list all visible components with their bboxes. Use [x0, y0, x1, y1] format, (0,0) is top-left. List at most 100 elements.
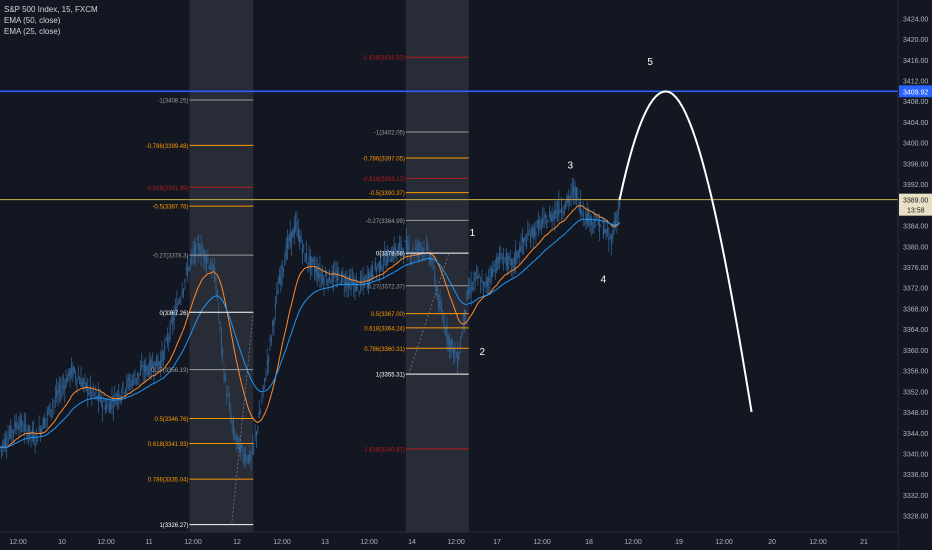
candle-body — [176, 303, 178, 315]
shaded-range-1 — [189, 0, 254, 532]
candle-body — [558, 201, 560, 216]
candle-body — [528, 234, 530, 236]
x-tick-label-15: 19 — [675, 539, 683, 546]
candle-body — [130, 379, 132, 383]
candle-body — [556, 211, 559, 213]
y-tick-label-3380: 3380.00 — [903, 244, 928, 251]
candle-body — [490, 268, 492, 277]
candle-body — [390, 258, 393, 262]
candle-body — [172, 318, 174, 325]
candle-body — [594, 225, 596, 227]
candle-body — [425, 245, 428, 249]
candle-body — [446, 325, 448, 338]
candle-body — [504, 257, 506, 259]
candle-body — [29, 425, 31, 437]
chart-legend: S&P 500 Index, 15, FXCM EMA (50, close) … — [4, 4, 98, 37]
candle-body — [27, 433, 29, 436]
candle-body — [277, 289, 279, 294]
candle-body — [489, 276, 491, 283]
candle-body — [66, 377, 69, 383]
ema-25-line — [0, 205, 621, 448]
candle-body — [255, 432, 258, 437]
candle-body — [142, 372, 144, 375]
candle-body — [158, 361, 160, 366]
candle-body — [162, 351, 164, 362]
candle-body — [296, 222, 298, 225]
candle-body — [34, 442, 36, 445]
candle-body — [273, 320, 275, 326]
candle-body — [188, 266, 190, 270]
candle-body — [247, 455, 249, 463]
candle-body — [551, 214, 553, 222]
candle-body — [363, 279, 366, 287]
candle-body — [10, 425, 12, 438]
candle-body — [68, 368, 70, 376]
y-tick-label-3356: 3356.00 — [903, 369, 928, 376]
candle-body — [200, 245, 202, 257]
candle-body — [230, 414, 232, 421]
candle-body — [288, 237, 290, 243]
candle-body — [494, 269, 497, 272]
candle-body — [124, 389, 127, 393]
candle-body — [573, 186, 575, 194]
candle-body — [465, 310, 467, 313]
candle-body — [2, 443, 4, 446]
candle-body — [455, 357, 457, 358]
candle-body — [411, 254, 413, 256]
candle-body — [340, 271, 343, 284]
candle-body — [281, 263, 283, 276]
candle-body — [118, 392, 120, 400]
y-tick-label-3400: 3400.00 — [903, 141, 928, 148]
candle-body — [413, 253, 416, 256]
x-tick-label-11: 17 — [493, 539, 501, 546]
y-tick-label-3384: 3384.00 — [903, 224, 928, 231]
candle-body — [76, 379, 78, 384]
candle-body — [107, 404, 109, 406]
candle-body — [25, 422, 27, 424]
candle-body — [309, 255, 312, 269]
candle-body — [493, 264, 495, 267]
candle-body — [88, 392, 90, 394]
candle-body — [417, 249, 420, 250]
gold-price-label: 3389.00 — [903, 198, 928, 205]
candle-body — [525, 242, 528, 247]
candle-body — [270, 337, 272, 341]
candle-body — [234, 434, 236, 440]
fib-level-label-1-12: 1.618(3340.87) — [364, 447, 405, 453]
candle-body — [245, 454, 247, 460]
candle-body — [274, 303, 276, 309]
candle-body — [38, 426, 40, 431]
candle-body — [259, 410, 262, 413]
candle-body — [609, 236, 611, 238]
x-tick-label-6: 12:00 — [273, 539, 291, 546]
candle-body — [367, 271, 370, 285]
candle-body — [474, 273, 476, 281]
candle-body — [103, 398, 105, 402]
candle-body — [236, 435, 239, 439]
candle-body — [475, 271, 478, 273]
candle-body — [405, 240, 407, 251]
candle-body — [542, 217, 544, 224]
candle-body — [228, 401, 231, 408]
candle-body — [250, 454, 252, 459]
fib-trend-line-1 — [231, 312, 254, 525]
candle-body — [574, 186, 576, 198]
candle-body — [207, 258, 209, 260]
candle-body — [415, 247, 417, 250]
candle-body — [185, 267, 187, 270]
candle-body — [6, 443, 8, 446]
candle-body — [442, 317, 444, 320]
candle-body — [14, 420, 16, 431]
candle-body — [154, 361, 156, 372]
candle-body — [168, 337, 170, 340]
candle-body — [106, 405, 108, 410]
candle-body — [151, 363, 154, 368]
fib-level-label-1-7: 0.27(3372.37) — [368, 284, 405, 290]
candle-body — [177, 303, 179, 305]
candle-body — [116, 393, 119, 398]
candle-body — [197, 242, 200, 251]
candle-body — [459, 341, 461, 348]
candle-body — [501, 263, 503, 265]
candle-body — [365, 275, 367, 277]
